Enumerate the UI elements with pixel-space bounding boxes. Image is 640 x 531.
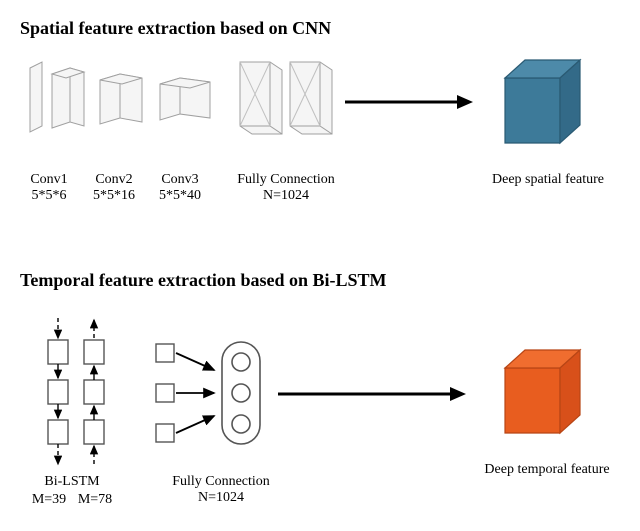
bilstm-m1: M=39 xyxy=(26,492,72,508)
arrow-icon xyxy=(345,92,475,112)
cnn-section: Spatial feature extraction based on CNN xyxy=(0,0,640,270)
cnn-pipeline xyxy=(22,58,352,168)
bilstm-col-label: Bi-LSTM xyxy=(32,474,112,490)
cnn-title: Spatial feature extraction based on CNN xyxy=(20,18,331,39)
cnn-fc-label: Fully Connection N=1024 xyxy=(226,172,346,204)
bilstm-title: Temporal feature extraction based on Bi-… xyxy=(20,270,387,291)
conv3-label: Conv3 5*5*40 xyxy=(152,172,208,204)
temporal-feature-label: Deep temporal feature xyxy=(472,462,622,478)
bilstm-m2: M=78 xyxy=(72,492,118,508)
arrow-icon xyxy=(278,384,468,404)
bilstm-fc-label: Fully Connection N=1024 xyxy=(156,474,286,506)
temporal-feature-cube xyxy=(490,338,600,448)
conv1-label: Conv1 5*5*6 xyxy=(24,172,74,204)
bilstm-section: Temporal feature extraction based on Bi-… xyxy=(0,270,640,531)
spatial-feature-label: Deep spatial feature xyxy=(478,172,618,188)
spatial-feature-cube xyxy=(490,48,600,158)
conv2-label: Conv2 5*5*16 xyxy=(86,172,142,204)
